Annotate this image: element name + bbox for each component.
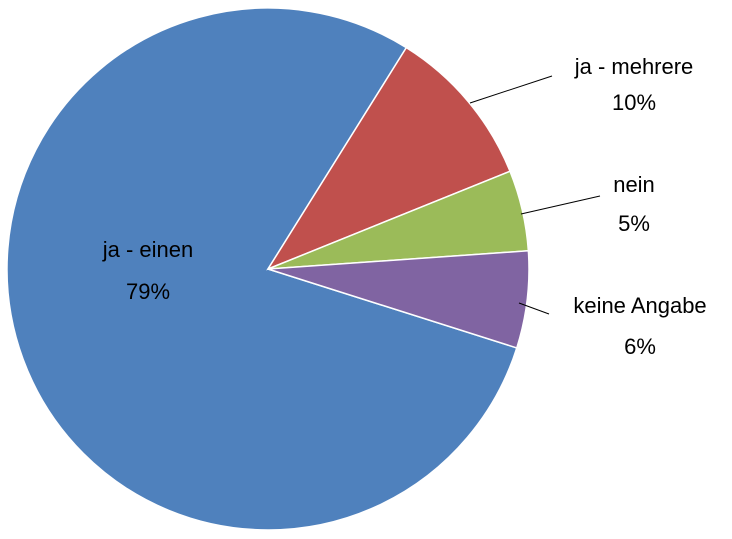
value-label: 6% [624,334,656,359]
leader-line [520,195,601,215]
value-label: 10% [612,90,656,115]
slice-label: ja - mehrere [574,54,694,79]
slice-label: keine Angabe [573,293,706,318]
leader-line [469,75,553,104]
slice-label: nein [613,172,655,197]
slice-label: ja - einen [102,237,194,262]
leader-line [518,302,550,315]
pie-slice [6,7,518,531]
pie-slice [267,249,530,349]
value-label: 79% [126,279,170,304]
value-label: 5% [618,211,650,236]
pie-slice [266,46,511,271]
